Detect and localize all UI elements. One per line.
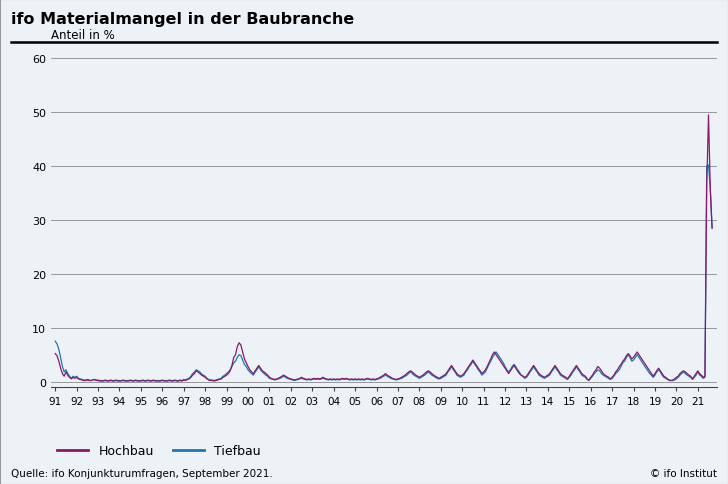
Text: Quelle: ifo Konjunkturumfragen, September 2021.: Quelle: ifo Konjunkturumfragen, Septembe… [11,468,273,478]
Hochbau [65,375,74,380]
Tiefbau [708,226,716,231]
Hochbau [95,378,104,384]
Line: Hochbau: Hochbau [55,116,712,381]
Hochbau [82,378,90,384]
Text: Anteil in %: Anteil in % [51,29,115,42]
Tiefbau [272,377,281,382]
Tiefbau [51,339,60,345]
Line: Tiefbau: Tiefbau [55,166,712,381]
Hochbau [388,376,397,381]
Legend: Hochbau, Tiefbau: Hochbau, Tiefbau [58,444,261,457]
Tiefbau [339,376,347,382]
Hochbau [704,113,713,119]
Hochbau [272,376,281,382]
Tiefbau [87,378,95,384]
Tiefbau [65,374,74,379]
Tiefbau [704,163,713,168]
Hochbau [51,351,60,357]
Hochbau [615,364,624,370]
Text: ifo Materialmangel in der Baubranche: ifo Materialmangel in der Baubranche [11,12,354,27]
Text: © ifo Institut: © ifo Institut [650,468,717,478]
Tiefbau [388,376,397,382]
Tiefbau [82,378,90,383]
Hochbau [339,376,347,381]
Hochbau [708,226,716,231]
Tiefbau [615,367,624,373]
